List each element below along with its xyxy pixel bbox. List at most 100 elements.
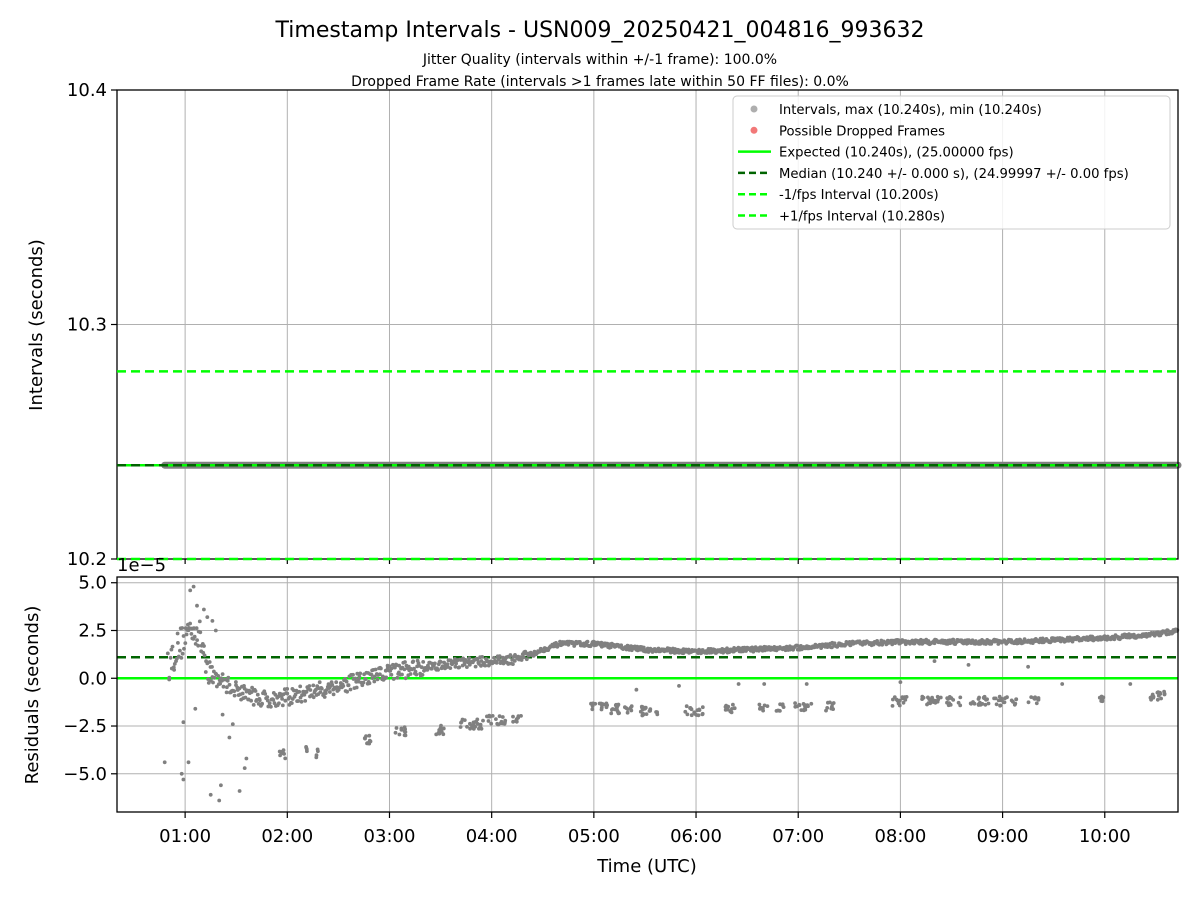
residual-point-secondary	[316, 749, 320, 754]
residual-point-secondary	[890, 704, 895, 708]
residual-point	[218, 681, 223, 686]
residual-point-secondary	[692, 710, 697, 715]
residual-point	[189, 632, 194, 636]
residual-point	[397, 663, 402, 668]
x-tick-label: 02:00	[261, 826, 313, 847]
residual-point-secondary	[689, 713, 694, 718]
residual-point	[421, 660, 426, 664]
residual-point	[202, 644, 206, 648]
residual-point	[367, 681, 372, 686]
residual-point	[203, 670, 208, 674]
residual-point-secondary	[891, 697, 895, 702]
residual-point-outlier	[186, 760, 191, 765]
residual-point	[249, 698, 254, 703]
residual-point	[345, 689, 349, 694]
residual-point-secondary	[365, 741, 370, 745]
residual-point-secondary	[472, 723, 476, 728]
residual-point	[317, 680, 322, 685]
residual-point-outlier	[227, 735, 232, 740]
residual-point	[197, 619, 202, 624]
residual-point	[951, 637, 956, 642]
residual-point	[319, 686, 324, 691]
residual-point-secondary	[601, 702, 606, 707]
y-tick-label: 10.4	[67, 80, 107, 101]
residual-point	[287, 695, 292, 699]
residual-point	[619, 643, 624, 648]
residual-point	[511, 662, 515, 666]
residual-point-outlier	[1128, 682, 1133, 686]
residual-point	[328, 690, 332, 694]
residual-point-outlier	[191, 584, 196, 589]
residual-point-secondary	[599, 707, 604, 712]
residual-point-outlier	[202, 607, 206, 612]
x-tick-label: 07:00	[772, 826, 824, 847]
residual-point-secondary	[511, 714, 515, 719]
residual-point-secondary	[282, 752, 286, 756]
residual-point-outlier	[210, 619, 215, 623]
legend-marker	[750, 126, 758, 134]
x-tick-label: 01:00	[159, 826, 211, 847]
residual-point	[497, 657, 501, 662]
residual-point-secondary	[1101, 695, 1106, 700]
residual-point	[357, 674, 362, 679]
residual-point	[454, 661, 458, 666]
residual-point	[408, 672, 413, 676]
residual-point	[751, 649, 756, 654]
residual-point	[269, 704, 273, 709]
residual-point	[210, 665, 214, 669]
residual-point	[351, 672, 355, 677]
residual-point	[297, 689, 302, 694]
residual-point	[524, 657, 529, 662]
residual-point-secondary	[994, 702, 999, 707]
residual-point-secondary	[1005, 695, 1009, 700]
residual-point	[221, 684, 226, 689]
residual-point-secondary	[643, 705, 648, 710]
residual-point	[890, 642, 895, 647]
residual-point	[232, 693, 237, 698]
residual-point-secondary	[684, 704, 689, 709]
residual-point-secondary	[1032, 696, 1037, 701]
residual-point	[494, 661, 499, 665]
residual-point-outlier	[1060, 682, 1065, 686]
residual-point	[176, 641, 180, 645]
residual-point-secondary	[700, 705, 705, 710]
residual-point	[168, 655, 173, 660]
residual-point-outlier	[181, 720, 186, 725]
residual-point-secondary	[609, 711, 614, 716]
residual-point-secondary	[394, 726, 399, 730]
residual-point	[225, 685, 229, 690]
residual-point	[411, 659, 416, 664]
residual-point	[348, 687, 353, 692]
residual-point-secondary	[589, 701, 593, 706]
legend-marker	[750, 105, 758, 113]
residual-point	[211, 680, 215, 685]
residual-point	[280, 697, 284, 701]
residual-point-outlier	[188, 588, 193, 593]
residual-point	[375, 677, 380, 682]
residual-point	[265, 695, 270, 699]
residual-point-secondary	[597, 701, 602, 706]
residual-point-secondary	[986, 701, 991, 706]
residual-point	[448, 666, 453, 670]
residual-point	[232, 689, 237, 693]
residual-point-secondary	[1155, 697, 1160, 702]
residual-point	[272, 701, 277, 706]
residual-point	[403, 660, 407, 664]
residual-point	[462, 662, 467, 667]
residual-point-secondary	[799, 708, 804, 712]
residual-point-secondary	[1014, 697, 1019, 702]
residual-point	[307, 684, 312, 688]
residual-point-secondary	[610, 707, 614, 712]
residual-point	[372, 674, 377, 679]
residual-point	[170, 644, 175, 649]
residual-point-secondary	[935, 694, 940, 699]
residual-point	[304, 689, 309, 694]
residual-point-secondary	[781, 705, 786, 709]
residual-point-secondary	[797, 703, 802, 708]
residual-point	[180, 626, 185, 630]
residual-point-outlier	[966, 663, 971, 667]
residual-point	[330, 682, 335, 687]
residual-point-secondary	[1155, 690, 1160, 695]
residual-point-secondary	[654, 710, 658, 714]
